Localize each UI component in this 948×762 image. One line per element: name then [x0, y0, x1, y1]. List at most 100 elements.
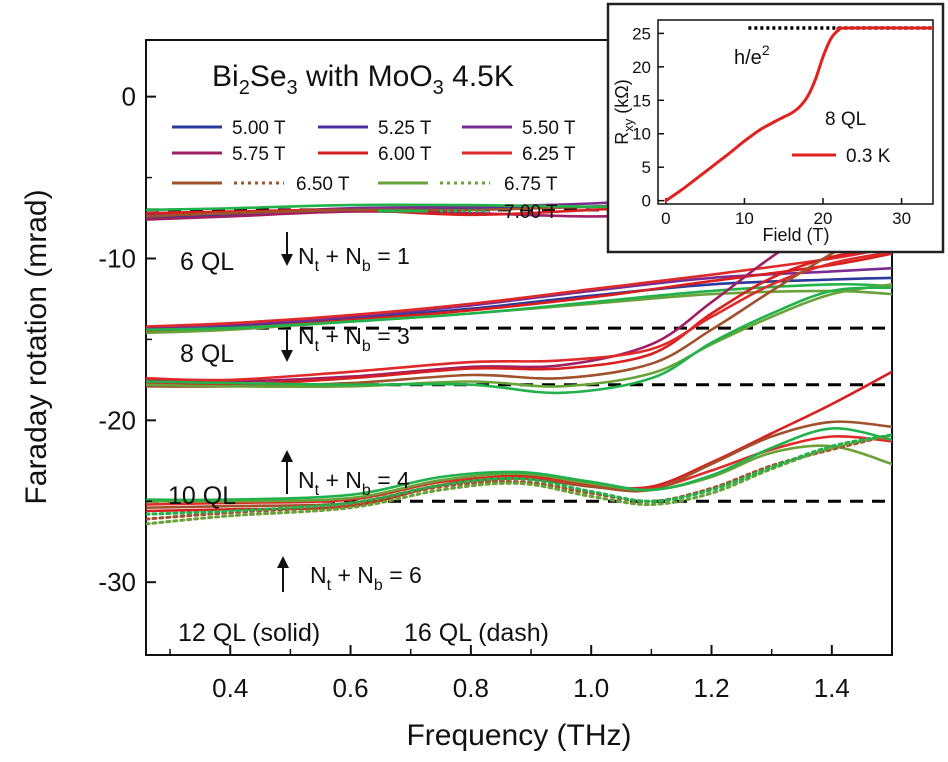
main-series-group — [146, 176, 892, 526]
y-tick-label: -20 — [98, 405, 136, 435]
series-line — [146, 276, 892, 331]
title-subscript: 2 — [239, 77, 250, 99]
inset-y-tick-label: 10 — [632, 125, 651, 144]
series-line — [146, 444, 892, 503]
inset-axis-ticks: 0 10 20 30 0 5 10 15 20 25 — [632, 24, 911, 228]
plateau-base: h/e — [734, 47, 762, 69]
main-annotations: 6 QL 8 QL 10 QL 12 QL (solid) 16 QL (das… — [168, 248, 549, 647]
arrow-down-icon — [281, 330, 293, 362]
label-part: + N — [319, 323, 362, 349]
legend-label: 6.00 T — [378, 144, 432, 165]
x-axis-title: Frequency (THz) — [406, 719, 631, 752]
filling-label-6: Nt + Nb = 6 — [310, 562, 422, 594]
series-line — [146, 245, 892, 328]
inset-x-tick-label: 20 — [814, 209, 833, 228]
legend-label: 6.25 T — [522, 144, 576, 165]
label-10ql: 10 QL — [168, 482, 236, 510]
filling-label-3: Nt + Nb = 3 — [298, 323, 410, 355]
main-legend: 5.00 T 5.25 T 5.50 T 5.75 T 6.00 T 6.25 T 6.50… — [172, 118, 576, 223]
label-subscript: b — [362, 338, 371, 355]
reference-lines — [146, 208, 892, 503]
legend-label: 5.75 T — [232, 144, 286, 165]
legend-label: 5.00 T — [232, 118, 286, 139]
chart-title: Bi2Se3 with MoO3 4.5K — [212, 60, 514, 99]
title-part: Bi — [212, 60, 239, 93]
label-part: N — [310, 562, 327, 588]
inset-x-axis-title: Field (T) — [763, 225, 830, 245]
label-part: + N — [331, 562, 374, 588]
legend-label: 6.75 T — [504, 174, 558, 195]
y-axis-title: Faraday rotation (mrad) — [20, 189, 53, 504]
label-subscript: t — [315, 338, 320, 355]
main-plot-frame — [145, 39, 893, 656]
title-subscript: 3 — [287, 77, 298, 99]
label-part: = 3 — [371, 323, 410, 349]
inset-ylabel-base: R — [612, 132, 632, 145]
inset-y-tick-label: 25 — [632, 24, 651, 43]
series-line — [146, 433, 892, 516]
arrow-up-icon — [281, 450, 293, 494]
series-line — [146, 266, 892, 330]
label-subscript: b — [362, 258, 371, 275]
inset-ylabel-subscript: xy — [621, 118, 636, 132]
label-subscript: b — [374, 577, 383, 594]
label-part: N — [298, 243, 315, 269]
series-line — [146, 433, 892, 526]
label-8ql: 8 QL — [180, 340, 234, 368]
label-subscript: t — [327, 577, 332, 594]
title-subscript: 3 — [433, 77, 444, 99]
legend-label: 6.50 T — [296, 174, 350, 195]
series-line — [146, 245, 892, 387]
label-16ql: 16 QL (dash) — [404, 619, 549, 647]
label-part: = 1 — [371, 243, 410, 269]
inset-plot-frame — [657, 19, 934, 205]
series-line — [146, 370, 892, 513]
series-line — [146, 286, 892, 395]
inset-y-tick-label: 0 — [642, 192, 651, 211]
label-subscript: t — [315, 258, 320, 275]
inset-series-line — [664, 26, 933, 203]
label-subscript: b — [362, 482, 371, 499]
legend-label: 5.50 T — [522, 118, 576, 139]
x-tick-label: 0.4 — [212, 673, 248, 703]
y-tick-label: 0 — [122, 82, 136, 112]
series-line — [146, 435, 892, 506]
series-line — [146, 420, 892, 509]
inset-ylabel-unit: (kΩ) — [612, 79, 632, 118]
label-part: N — [298, 323, 315, 349]
plateau-superscript: 2 — [762, 42, 770, 58]
arrow-down-icon — [281, 232, 293, 266]
y-tick-label: -10 — [98, 243, 136, 273]
title-part: Se — [250, 60, 287, 93]
legend-label: 5.25 T — [378, 118, 432, 139]
series-line — [146, 282, 892, 331]
inset-x-tick-label: 30 — [892, 209, 911, 228]
series-line — [146, 283, 892, 389]
inset-series-group — [664, 26, 933, 203]
series-line — [146, 427, 892, 502]
inset-x-tick-label: 0 — [661, 209, 670, 228]
legend-label: 7.00 T — [504, 202, 558, 223]
filling-label-4: Nt + Nb = 4 — [298, 467, 410, 499]
label-12ql: 12 QL (solid) — [178, 619, 320, 647]
arrow-up-icon — [277, 556, 289, 592]
label-part: = 4 — [371, 467, 410, 493]
inset-y-tick-label: 15 — [632, 91, 651, 110]
main-axis-ticks: 0.4 0.6 0.8 1.0 1.2 1.4 0 -10 -20 -30 — [98, 82, 893, 703]
title-part: with MoO — [298, 60, 433, 93]
landau-level-annotations: Nt + Nb = 1 Nt + Nb = 3 Nt + Nb = 4 Nt +… — [277, 232, 422, 594]
inset-y-tick-label: 5 — [642, 158, 651, 177]
label-part: N — [298, 467, 315, 493]
inset-legend: 0.3 K — [792, 146, 891, 167]
x-tick-label: 1.4 — [814, 673, 850, 703]
inset-legend-label: 0.3 K — [846, 146, 891, 167]
label-part: = 6 — [383, 562, 422, 588]
label-part: + N — [319, 243, 362, 269]
y-tick-label: -30 — [98, 567, 136, 597]
label-part: + N — [319, 467, 362, 493]
inset-x-tick-label: 10 — [735, 209, 754, 228]
filling-label-1: Nt + Nb = 1 — [298, 243, 410, 275]
inset-background — [606, 2, 945, 254]
series-line — [146, 250, 892, 382]
